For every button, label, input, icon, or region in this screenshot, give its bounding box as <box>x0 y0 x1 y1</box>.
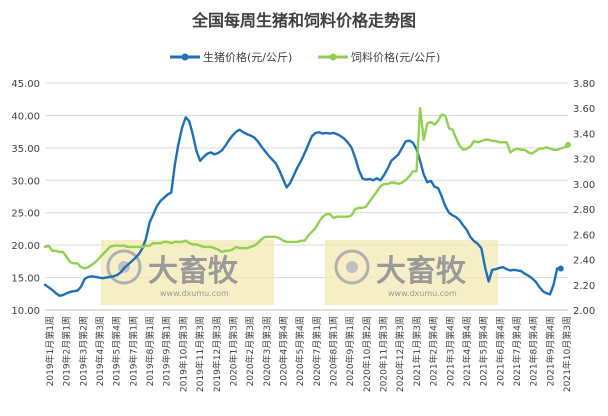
y-right-tick-label: 2.20 <box>573 281 595 292</box>
x-tick-label: 2021年5月第4周 <box>478 316 490 386</box>
y-axis-left: 10.00 15.00 20.00 25.00 30.00 35.00 40.00 45.00 <box>11 79 40 317</box>
x-tick-label: 2021年10月第3周 <box>561 316 573 392</box>
y-right-tick-label: 3.00 <box>573 180 595 191</box>
y-axis-right: 2.00 2.20 2.40 2.60 2.80 3.00 3.20 3.40 3.60 3.80 <box>573 79 595 317</box>
y-right-tick-label: 2.00 <box>573 306 595 317</box>
watermark-text: 大畜牧 <box>376 254 467 289</box>
x-tick-label: 2020年3月第3周 <box>261 316 273 386</box>
watermark-url: www.dxumu.com <box>388 289 457 298</box>
y-right-tick-label: 3.60 <box>573 104 595 115</box>
series-layer <box>43 107 571 297</box>
watermark-text: 大畜牧 <box>148 254 239 289</box>
x-tick-label: 2019年7月第1周 <box>127 316 139 386</box>
x-tick-label: 2021年1月第3周 <box>411 316 423 386</box>
chart-title: 全国每周生猪和饲料价格走势图 <box>191 11 416 30</box>
x-tick-label: 2020年1月第3周 <box>227 316 239 386</box>
x-tick-label: 2020年7月第1周 <box>311 316 323 386</box>
x-tick-label: 2021年2月第4周 <box>428 316 440 386</box>
x-tick-label: 2021年3月第4周 <box>444 316 456 386</box>
x-tick-label: 2019年9月第1周 <box>161 316 173 386</box>
y-left-tick-label: 30.00 <box>11 176 40 187</box>
y-right-tick-label: 3.40 <box>573 129 595 140</box>
x-tick-label: 2020年8月第1周 <box>328 316 340 386</box>
watermark-right: 大畜牧 www.dxumu.com <box>325 240 498 305</box>
x-tick-label: 2021年9月第4周 <box>544 316 556 386</box>
series-line-feed-price <box>43 107 570 270</box>
x-tick-label: 2020年10月第2周 <box>361 316 373 392</box>
y-right-tick-label: 3.80 <box>573 79 595 90</box>
y-left-tick-label: 20.00 <box>11 241 40 252</box>
x-tick-label: 2019年1月第1周 <box>44 316 56 386</box>
x-tick-label: 2021年4月第4周 <box>461 316 473 386</box>
y-right-tick-label: 2.60 <box>573 230 595 241</box>
x-tick-label: 2020年12月第3周 <box>394 316 406 392</box>
legend-label-feed: 饲料价格(元/公斤) <box>351 50 440 64</box>
series-line-pig-price <box>43 116 562 297</box>
y-left-tick-label: 25.00 <box>11 209 40 220</box>
x-tick-label: 2020年5月第4周 <box>294 316 306 386</box>
y-left-tick-label: 40.00 <box>11 111 40 122</box>
x-tick-label: 2021年8月第4周 <box>528 316 540 386</box>
x-tick-label: 2019年8月第1周 <box>144 316 156 386</box>
legend: 生猪价格(元/公斤) 饲料价格(元/公斤) <box>170 50 440 64</box>
x-tick-label: 2021年6月第4周 <box>494 316 506 386</box>
legend-marker-feed <box>329 53 337 61</box>
x-tick-label: 2020年4月第4周 <box>277 316 289 386</box>
series-end-point-feed <box>565 141 571 148</box>
series-end-point-pig <box>557 265 564 272</box>
watermark-left: 大畜牧 www.dxumu.com <box>101 240 274 305</box>
x-tick-label: 2020年9月第1周 <box>344 316 356 386</box>
x-tick-label: 2019年5月第4周 <box>111 316 123 386</box>
watermark-url: www.dxumu.com <box>160 289 229 298</box>
legend-marker-pig <box>181 53 189 61</box>
x-tick-label: 2019年11月第3周 <box>194 316 206 392</box>
x-tick-label: 2019年12月第3周 <box>211 316 223 392</box>
x-tick-label: 2020年11月第3周 <box>378 316 390 392</box>
y-left-tick-label: 10.00 <box>11 306 40 317</box>
x-tick-label: 2021年7月第4周 <box>511 316 523 386</box>
y-left-tick-label: 45.00 <box>11 79 40 90</box>
y-right-tick-label: 2.40 <box>573 256 595 267</box>
y-right-tick-label: 3.20 <box>573 155 595 166</box>
x-tick-label: 2020年2月第3周 <box>244 316 256 386</box>
legend-label-pig: 生猪价格(元/公斤) <box>203 50 292 64</box>
y-left-tick-label: 35.00 <box>11 144 40 155</box>
y-right-tick-label: 2.80 <box>573 205 595 216</box>
x-tick-label: 2019年4月第3周 <box>94 316 106 386</box>
x-tick-label: 2019年10月第3周 <box>177 316 189 392</box>
x-axis: 2019年1月第1周 2019年2月第1周 2019年3月第2周 2019年4月第3周… <box>44 316 573 392</box>
x-tick-label: 2019年3月第2周 <box>77 316 89 386</box>
x-tick-label: 2019年2月第1周 <box>61 316 73 386</box>
y-left-tick-label: 15.00 <box>11 274 40 285</box>
